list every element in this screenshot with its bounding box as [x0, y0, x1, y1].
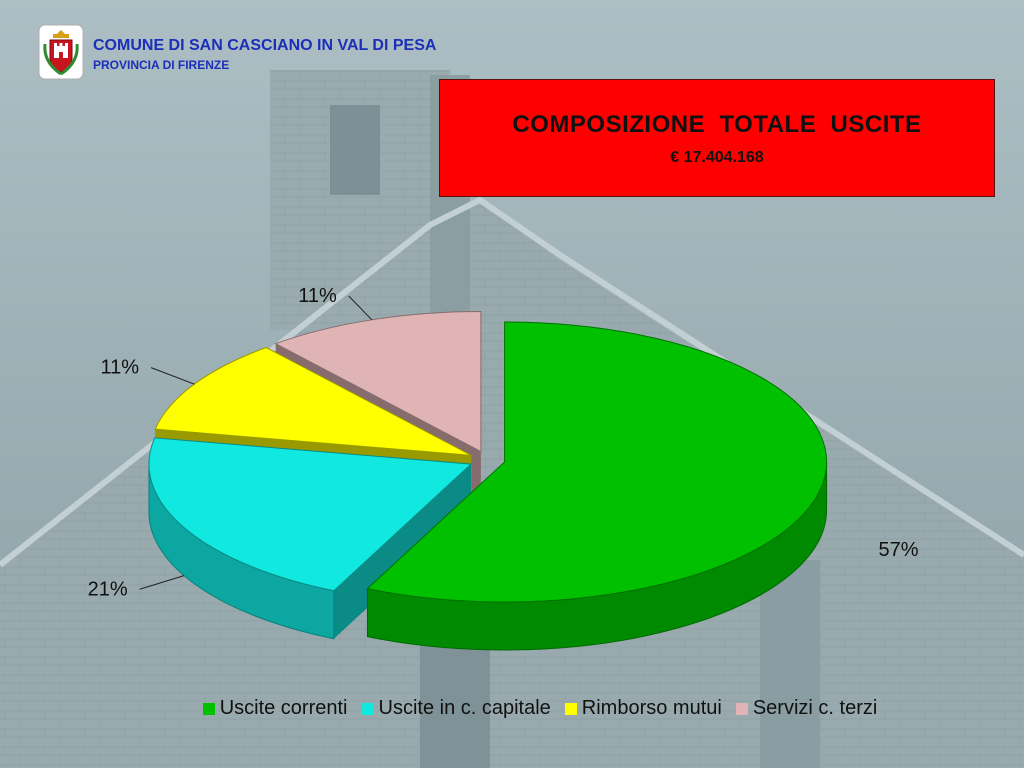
pie-slice-servizi-c-terzi	[274, 311, 482, 453]
leader-line-rimborso-mutui	[150, 367, 195, 385]
data-label-uscite-in-c-capitale: 21%	[88, 578, 128, 600]
pie-slice-rimborso-mutui	[154, 347, 472, 456]
legend-item-uscite-correnti: Uscite correnti	[202, 697, 348, 720]
chart-title-box: COMPOSIZIONE TOTALE USCITE € 17.404.168	[439, 79, 995, 197]
legend-item-rimborso-mutui: Rimborso mutui	[564, 697, 722, 720]
legend-label-uscite-in-c-capitale: Uscite in c. capitale	[378, 697, 551, 719]
legend-label-uscite-correnti: Uscite correnti	[219, 697, 348, 719]
data-label-servizi-c-terzi: 11%	[298, 285, 337, 307]
legend-label-servizi-c-terzi: Servizi c. terzi	[752, 697, 878, 719]
legend-swatch-rimborso-mutui	[564, 702, 577, 715]
legend-item-servizi-c-terzi: Servizi c. terzi	[735, 697, 878, 720]
legend-label-rimborso-mutui: Rimborso mutui	[581, 697, 722, 719]
legend-item-uscite-in-c-capitale: Uscite in c. capitale	[361, 697, 551, 720]
data-label-uscite-correnti: 57%	[879, 539, 919, 561]
coat-of-arms-icon	[38, 24, 84, 80]
pie-slice-uscite-correnti	[366, 321, 828, 603]
org-province: PROVINCIA DI FIRENZE	[93, 58, 230, 72]
org-name: COMUNE DI SAN CASCIANO IN VAL DI PESA	[93, 37, 437, 54]
legend-swatch-uscite-in-c-capitale	[361, 702, 374, 715]
legend: Uscite correnti Uscite in c. capitale Rimb…	[0, 697, 1024, 720]
legend-swatch-servizi-c-terzi	[735, 702, 748, 715]
pie-slice-uscite-in-c-capitale	[148, 437, 473, 592]
data-label-rimborso-mutui: 11%	[101, 357, 140, 379]
leader-line-uscite-in-c-capitale	[139, 575, 185, 590]
total-amount: € 17.404.168	[670, 149, 764, 166]
leader-line-servizi-c-terzi	[348, 295, 373, 321]
legend-swatch-uscite-correnti	[202, 702, 215, 715]
chart-title: COMPOSIZIONE TOTALE USCITE	[512, 111, 922, 138]
